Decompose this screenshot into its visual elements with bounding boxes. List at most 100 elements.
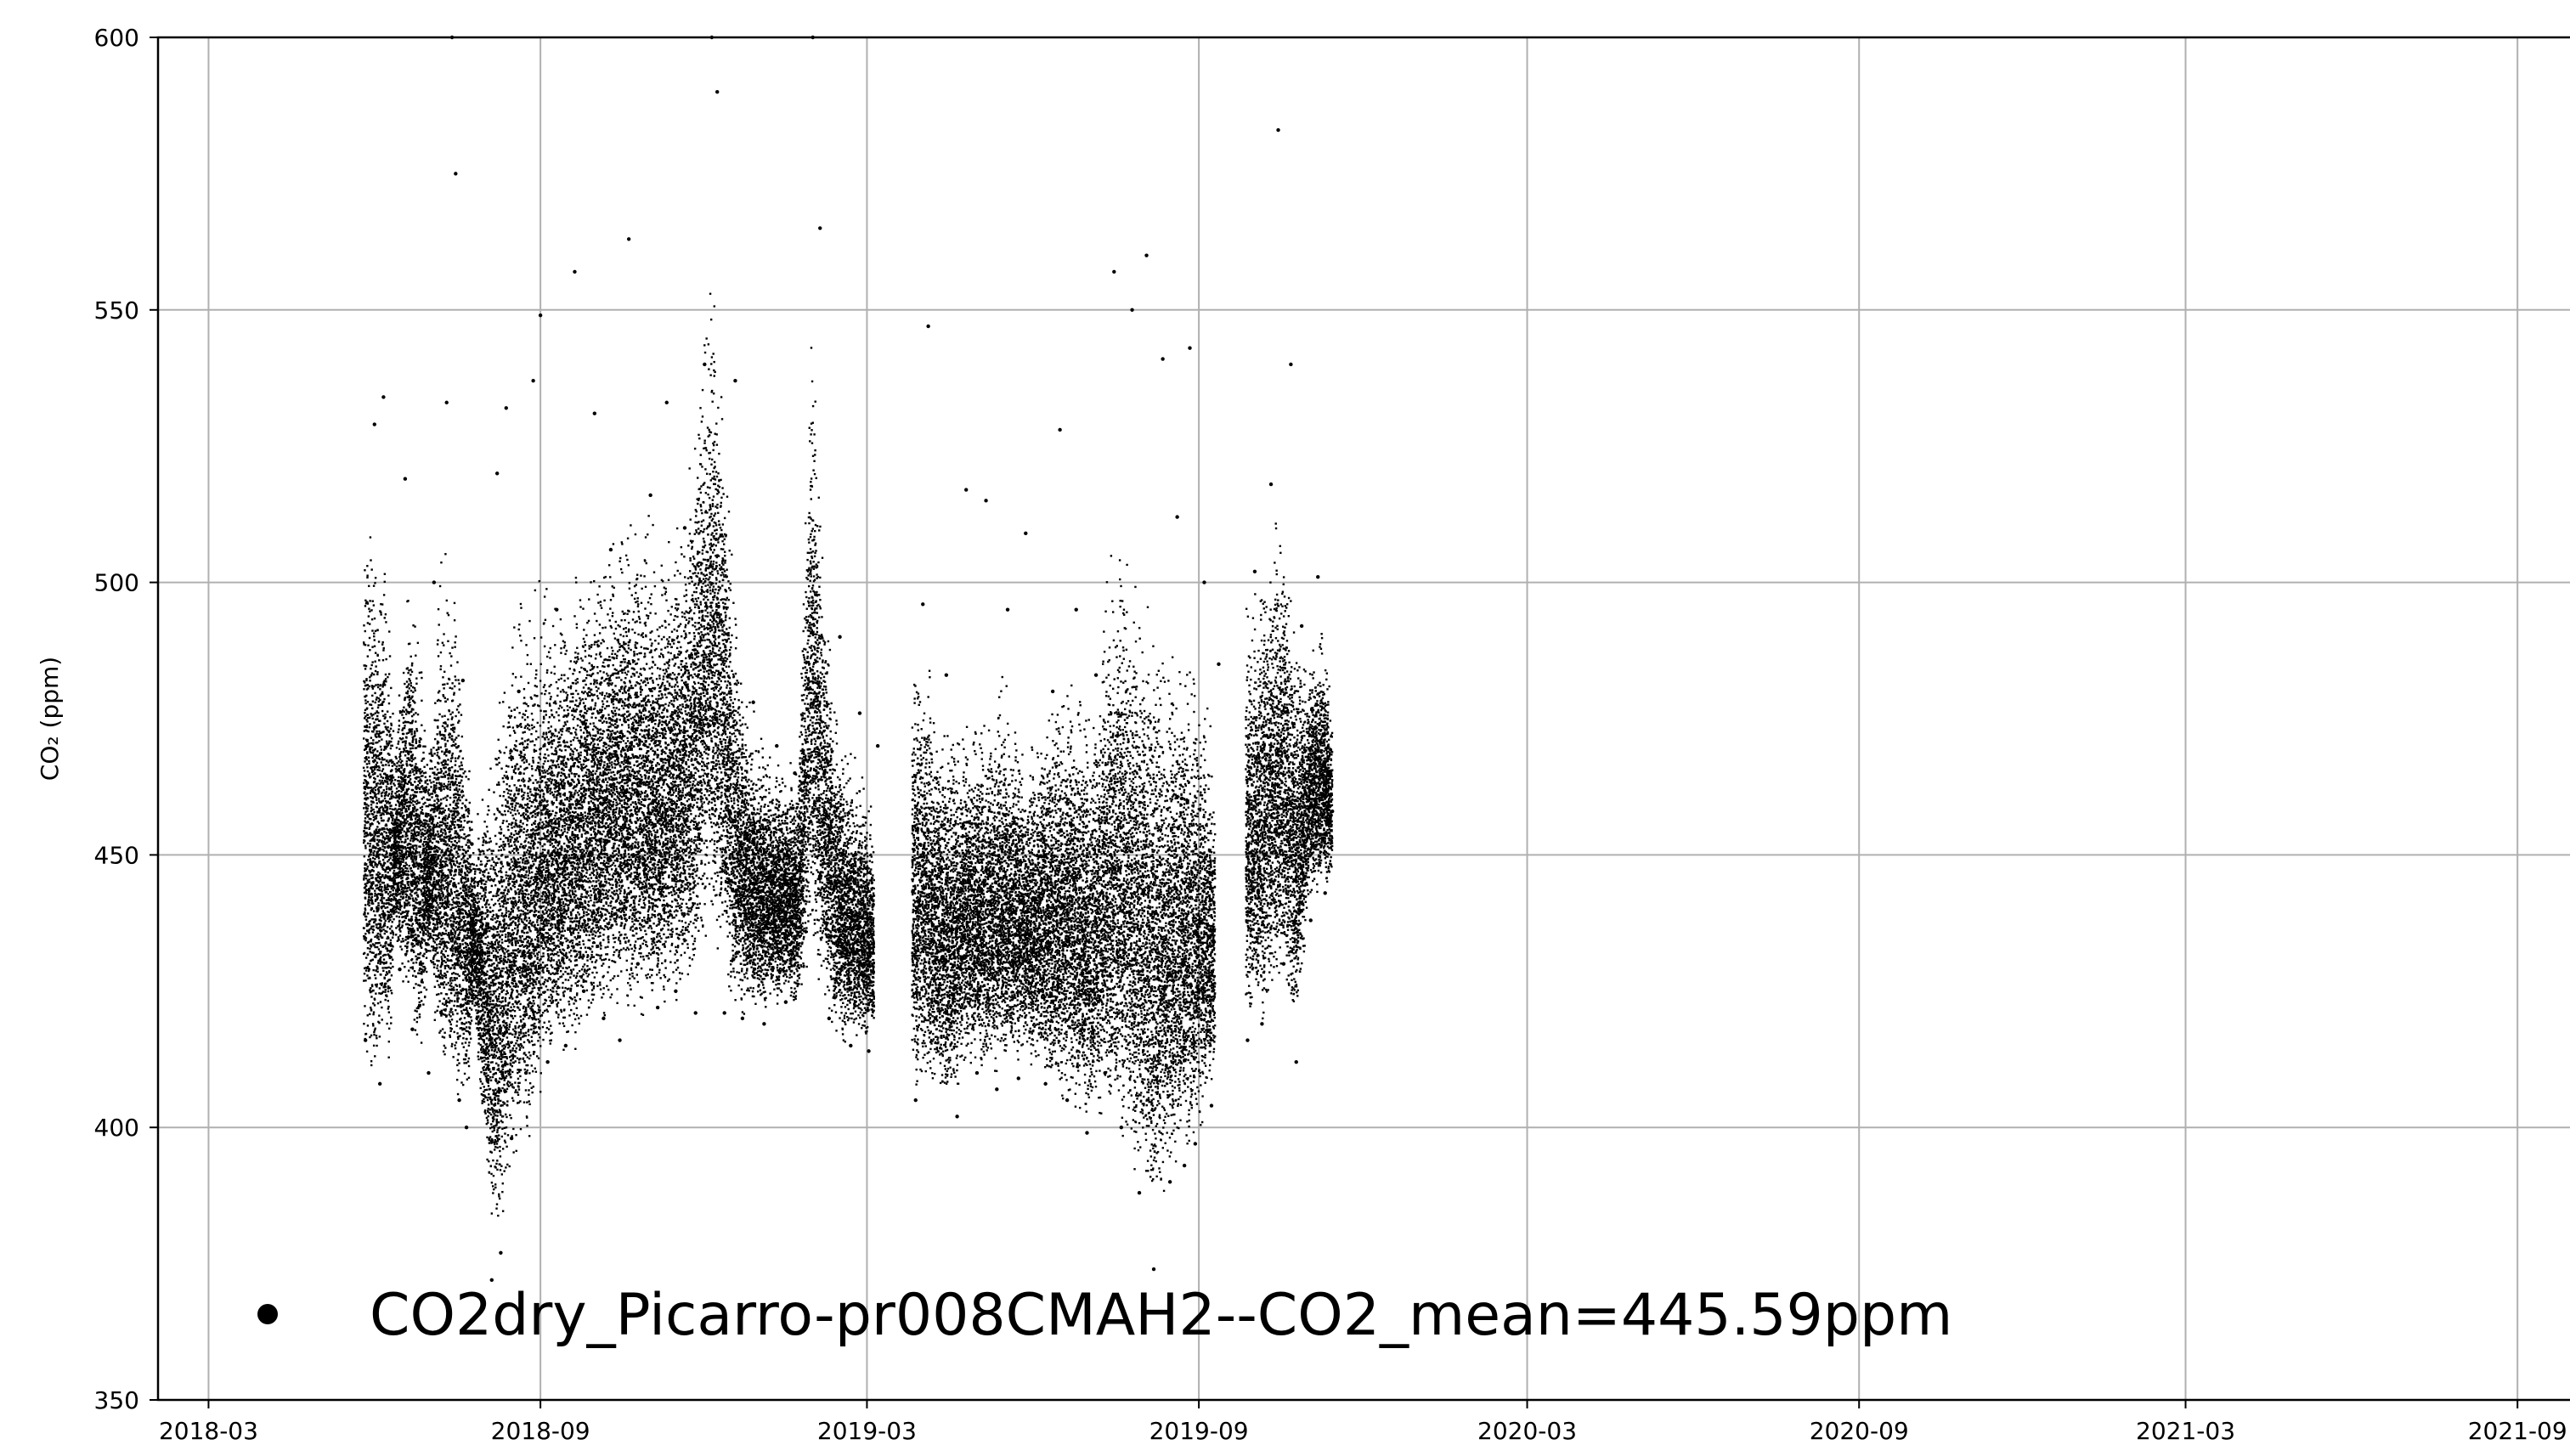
data-point	[438, 896, 441, 900]
data-point	[392, 795, 394, 798]
data-point	[383, 889, 386, 891]
data-point	[388, 898, 391, 900]
data-point	[377, 893, 380, 895]
data-point	[423, 765, 426, 769]
data-point	[412, 793, 415, 797]
data-point	[430, 793, 432, 795]
data-point	[464, 874, 467, 877]
data-point	[410, 714, 414, 718]
data-point	[423, 729, 426, 732]
data-point	[377, 862, 381, 865]
data-point	[364, 602, 368, 605]
data-point	[398, 782, 401, 785]
data-point	[428, 799, 432, 801]
data-point	[398, 906, 401, 909]
data-point	[415, 922, 418, 924]
data-point	[393, 917, 395, 921]
data-point	[432, 946, 435, 950]
data-point	[388, 778, 392, 782]
data-point	[433, 737, 437, 741]
data-point	[444, 976, 448, 979]
data-point	[377, 641, 381, 643]
data-point	[425, 898, 428, 901]
data-point	[365, 739, 369, 742]
data-point	[387, 694, 390, 697]
data-point	[427, 826, 431, 828]
data-point	[408, 969, 410, 972]
data-point	[381, 843, 384, 845]
data-point	[432, 804, 435, 807]
data-point	[366, 574, 369, 577]
data-point	[387, 742, 391, 745]
data-point	[377, 855, 380, 858]
data-point	[411, 686, 415, 689]
data-point	[374, 815, 377, 818]
data-point	[415, 771, 418, 775]
data-point	[414, 791, 416, 793]
data-point	[460, 918, 463, 922]
data-point	[373, 673, 376, 676]
data-point	[370, 907, 373, 910]
data-point	[453, 1030, 455, 1034]
data-point	[389, 950, 393, 952]
data-point	[389, 747, 393, 750]
data-point	[382, 748, 386, 751]
data-point	[363, 770, 366, 772]
data-point	[399, 813, 402, 815]
data-point	[398, 923, 401, 926]
data-point	[366, 821, 369, 824]
data-point	[415, 913, 418, 917]
data-point	[428, 837, 432, 840]
data-point	[454, 994, 456, 997]
data-point	[387, 794, 390, 797]
data-point	[366, 1024, 370, 1027]
data-point	[413, 852, 415, 855]
data-point	[422, 757, 426, 760]
data-point	[450, 925, 453, 928]
data-point	[418, 877, 421, 879]
data-point	[426, 831, 428, 834]
data-point	[416, 957, 420, 959]
data-point	[456, 1013, 459, 1015]
data-point	[416, 802, 420, 804]
data-point	[436, 802, 438, 804]
data-point	[443, 836, 446, 838]
data-point	[421, 849, 425, 852]
data-point	[416, 808, 419, 811]
data-point	[386, 877, 389, 879]
data-point	[420, 838, 422, 841]
data-point	[451, 821, 455, 824]
data-point	[444, 763, 448, 765]
data-point	[449, 834, 452, 837]
data-point	[409, 728, 411, 731]
data-point	[393, 865, 396, 867]
data-point	[387, 787, 391, 790]
data-point	[431, 796, 433, 799]
data-point	[404, 754, 407, 757]
data-point	[423, 851, 426, 854]
data-point	[369, 874, 371, 877]
data-point	[434, 702, 437, 704]
data-point	[364, 897, 367, 900]
data-point	[445, 754, 448, 757]
data-point	[417, 923, 420, 926]
data-point	[383, 573, 387, 575]
data-point	[391, 765, 394, 767]
data-point	[374, 712, 376, 714]
data-point	[415, 1010, 418, 1013]
data-point	[401, 710, 404, 714]
data-point	[438, 985, 441, 989]
data-point	[452, 896, 455, 900]
data-point	[438, 932, 441, 934]
data-point	[448, 883, 451, 885]
data-point	[415, 1033, 419, 1036]
data-point	[426, 905, 430, 907]
data-point	[457, 906, 460, 908]
data-point	[438, 854, 441, 857]
data-point	[395, 901, 398, 904]
data-point	[427, 788, 431, 791]
data-point	[370, 769, 374, 771]
data-point	[368, 901, 370, 904]
data-point	[426, 815, 428, 818]
data-point	[415, 795, 417, 798]
